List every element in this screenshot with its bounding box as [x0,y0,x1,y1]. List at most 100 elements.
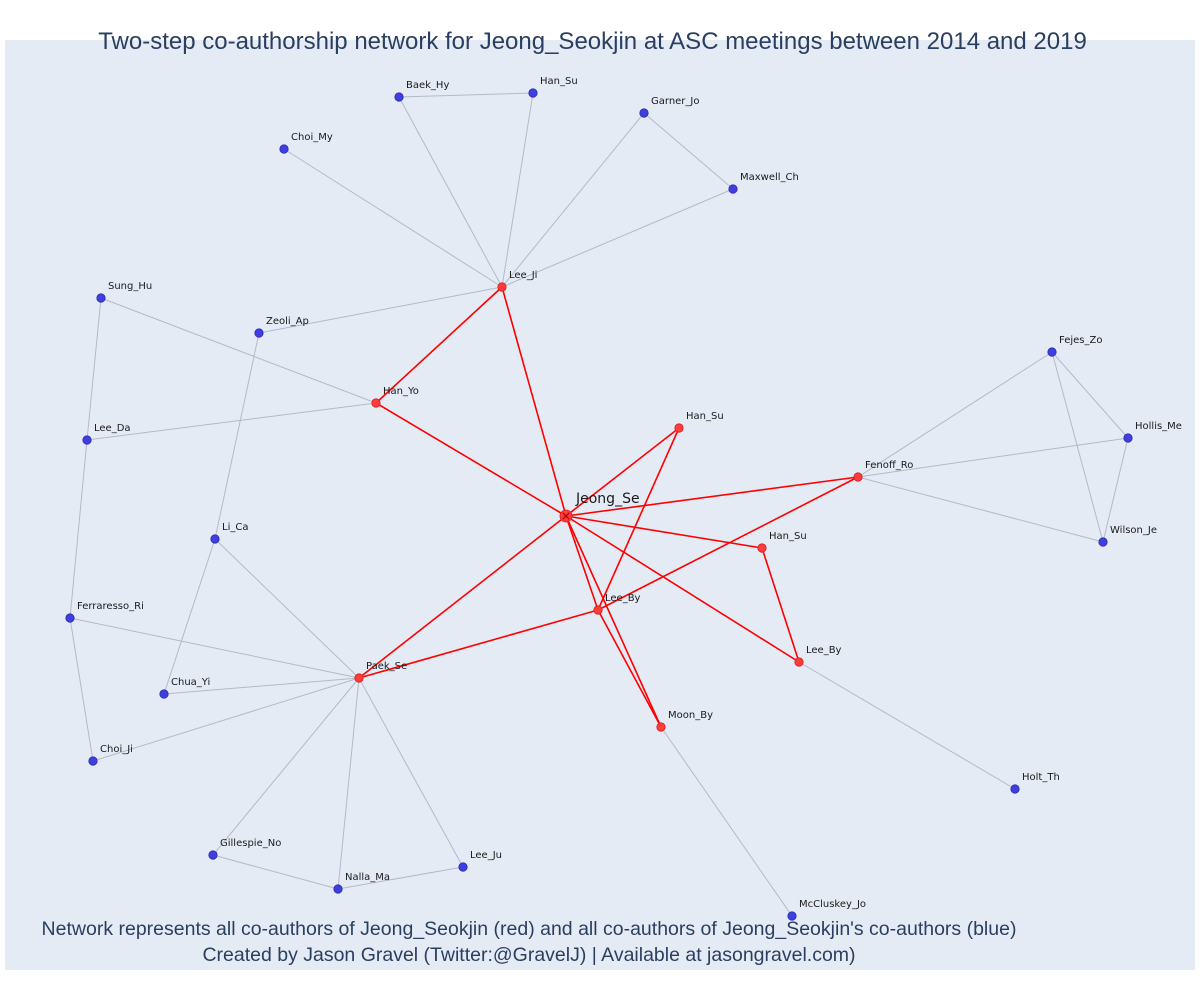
node-label: Paek_Se [366,661,407,672]
node-lee_by_b[interactable]: Lee_By [794,645,842,667]
node-label: Han_Su [686,411,724,422]
node-marker[interactable] [458,862,468,872]
node-marker[interactable] [279,144,289,154]
node-choi_my[interactable]: Choi_My [279,132,333,154]
node-mccluskey[interactable]: McCluskey_Jo [787,899,866,921]
node-marker[interactable] [757,543,767,553]
node-han_su_b[interactable]: Han_Su [757,531,807,553]
node-marker[interactable] [656,722,666,732]
node-label: Han_Su [540,76,578,87]
node-lee_by_a[interactable]: Lee_By [593,593,641,615]
node-li_ca[interactable]: Li_Ca [210,522,249,544]
node-label: McCluskey_Jo [799,899,866,910]
node-zeoli[interactable]: Zeoli_Ap [254,316,309,338]
node-label: Li_Ca [222,522,248,533]
node-lee_ji[interactable]: Lee_Ji [497,270,538,292]
node-label: Wilson_Je [1110,525,1157,536]
node-label: Nalla_Ma [345,872,390,883]
node-garner[interactable]: Garner_Jo [639,96,700,118]
node-marker[interactable] [674,423,684,433]
node-marker[interactable] [593,605,603,615]
edge-jeong-han_su_a [565,427,680,517]
caption: Network represents all co-authors of Jeo… [0,916,1058,968]
node-label: Choi_Ji [100,744,133,755]
node-han_su_a[interactable]: Han_Su [674,411,724,433]
node-marker[interactable] [254,328,264,338]
node-chua[interactable]: Chua_Yi [159,677,211,699]
edge-paek-lee_ju [358,677,464,868]
node-marker[interactable] [210,534,220,544]
node-jeong[interactable]: Jeong_Se [559,491,640,523]
node-paek[interactable]: Paek_Se [354,661,407,683]
edge-lee_by_a-moon [597,609,662,728]
edge-garner-maxwell [643,112,734,190]
edge-fenoff-wilson [857,476,1104,543]
node-label: Lee_Ju [470,850,502,861]
node-marker[interactable] [208,850,218,860]
edge-lee_by_b-holt [798,661,1016,790]
caption-line-2: Created by Jason Gravel (Twitter:@Gravel… [202,944,856,966]
edge-fejes-wilson [1051,351,1104,543]
node-marker[interactable] [1098,537,1108,547]
node-marker[interactable] [787,911,797,921]
edge-fenoff-lee_by_a [597,476,859,611]
node-marker[interactable] [159,689,169,699]
node-marker[interactable] [65,613,75,623]
node-marker[interactable] [394,92,404,102]
node-marker[interactable] [82,435,92,445]
node-sung[interactable]: Sung_Hu [96,281,152,303]
node-hollis[interactable]: Hollis_Me [1123,421,1182,443]
node-lee_da[interactable]: Lee_Da [82,423,131,445]
node-label: Holt_Th [1022,772,1060,783]
node-marker[interactable] [371,398,381,408]
node-marker[interactable] [96,293,106,303]
node-label: Maxwell_Ch [740,172,799,183]
edge-han_su_b-lee_by_b [761,547,800,663]
node-marker[interactable] [1047,347,1057,357]
node-label: Ferraresso_Ri [77,601,144,612]
node-han_su_top[interactable]: Han_Su [528,76,578,98]
node-wilson[interactable]: Wilson_Je [1098,525,1157,547]
node-label: Han_Su [769,531,807,542]
node-moon[interactable]: Moon_By [656,710,713,732]
node-marker[interactable] [794,657,804,667]
node-fejes[interactable]: Fejes_Zo [1047,335,1103,357]
node-holt[interactable]: Holt_Th [1010,772,1060,794]
edge-han_yo-lee_da [86,402,377,441]
node-han_yo[interactable]: Han_Yo [371,386,419,408]
node-marker[interactable] [853,472,863,482]
node-lee_ju[interactable]: Lee_Ju [458,850,502,872]
edge-paek-chua [163,677,360,695]
edge-lee_da-ferraresso [69,439,88,619]
node-marker[interactable] [528,88,538,98]
node-label: Zeoli_Ap [266,316,309,327]
node-marker[interactable] [639,108,649,118]
chart-title: Two-step co-authorship network for Jeong… [98,28,1087,55]
plot-area [5,40,1195,970]
node-choi_ji[interactable]: Choi_Ji [88,744,133,766]
node-marker[interactable] [728,184,738,194]
edge-paek-choi_ji [92,677,360,762]
node-fenoff[interactable]: Fenoff_Ro [853,460,914,482]
node-marker[interactable] [1123,433,1133,443]
node-label: Sung_Hu [108,281,152,292]
edge-jeong-fenoff [565,476,859,517]
node-marker[interactable] [88,756,98,766]
node-marker[interactable] [1010,784,1020,794]
edge-jeong-paek [358,515,567,679]
node-baek[interactable]: Baek_Hy [394,80,450,102]
node-gillespie[interactable]: Gillespie_No [208,838,282,860]
edge-baek-han_su_top [398,92,534,98]
node-nalla[interactable]: Nalla_Ma [333,872,390,894]
edge-gillespie-nalla [212,854,339,890]
node-marker[interactable] [333,884,343,894]
edge-ferraresso-choi_ji [69,617,94,762]
edge-hollis-wilson [1102,437,1129,543]
node-marker[interactable] [354,673,364,683]
node-marker[interactable] [497,282,507,292]
node-ferraresso[interactable]: Ferraresso_Ri [65,601,144,623]
edge-paek-lee_by_a [358,609,599,679]
node-maxwell[interactable]: Maxwell_Ch [728,172,799,194]
node-label: Choi_My [291,132,333,143]
